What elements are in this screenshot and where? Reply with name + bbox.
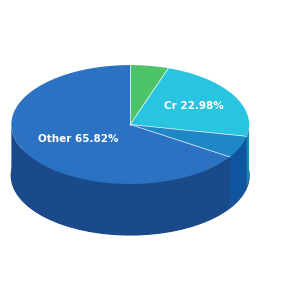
Polygon shape	[130, 68, 249, 136]
Text: Cr 22.98%: Cr 22.98%	[164, 101, 224, 111]
Polygon shape	[230, 136, 247, 208]
Polygon shape	[11, 65, 230, 184]
Polygon shape	[130, 125, 247, 187]
Polygon shape	[130, 125, 230, 208]
Polygon shape	[11, 126, 230, 235]
Text: Other 65.82%: Other 65.82%	[38, 134, 118, 144]
Polygon shape	[130, 65, 168, 125]
Polygon shape	[130, 125, 247, 187]
Ellipse shape	[11, 116, 249, 235]
Polygon shape	[130, 125, 230, 208]
Polygon shape	[247, 125, 249, 187]
Polygon shape	[130, 125, 247, 157]
